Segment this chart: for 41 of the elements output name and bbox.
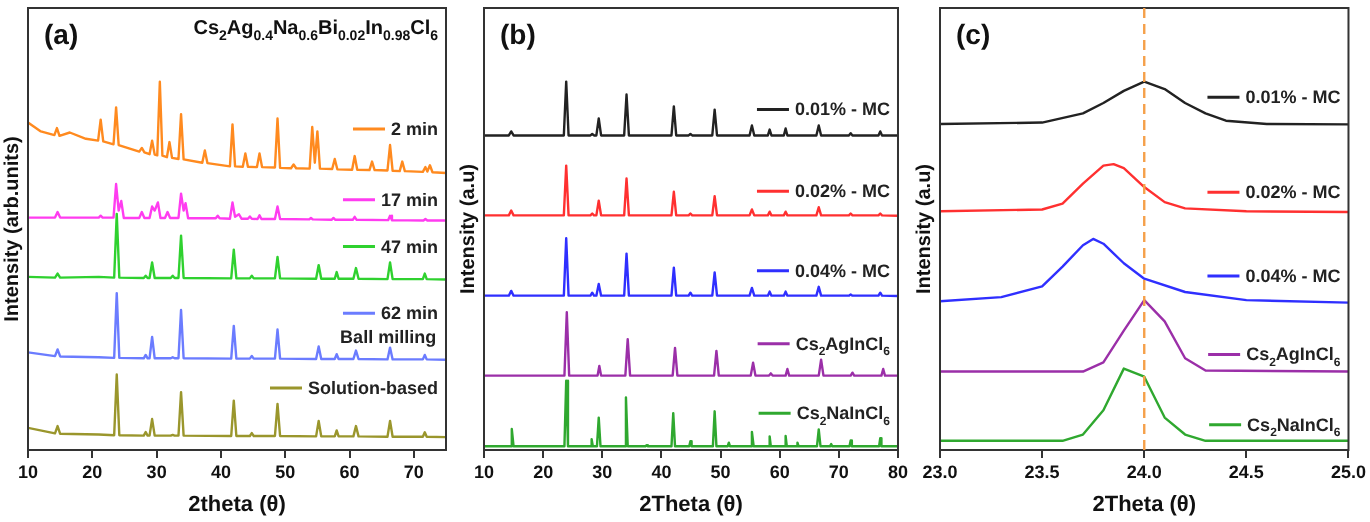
annotation: Ball milling [340, 327, 437, 348]
x-tick-label: 23.5 [1024, 461, 1060, 482]
x-tick-label: 70 [828, 461, 849, 482]
legend-label: 62 min [380, 303, 439, 324]
legend-label: 2 min [390, 119, 439, 140]
x-tick-label: 60 [339, 461, 360, 482]
x-tick-label: 30 [592, 461, 613, 482]
x-tick-label: 70 [403, 461, 424, 482]
legend-label: 0.04% - MC [1245, 265, 1342, 286]
legend-label: 0.01% - MC [1245, 87, 1342, 108]
x-tick-label: 24.5 [1228, 461, 1264, 482]
x-axis-title: 2theta (θ) [188, 492, 287, 517]
y-axis-title: Intensity (a.u) [913, 163, 936, 295]
x-tick-label: 20 [82, 461, 103, 482]
x-axis-title: 2Theta (θ) [639, 492, 744, 517]
legend-label: 47 min [380, 236, 439, 257]
chart-title: (c) [956, 18, 991, 50]
y-axis-title: Intensity (a.u) [457, 163, 480, 295]
legend-label: 0.02% - MC [794, 181, 891, 202]
x-axis-title: 2Theta (θ) [1092, 492, 1197, 517]
x-tick-label: 24.0 [1126, 461, 1162, 482]
x-tick-label: 80 [887, 461, 908, 482]
x-tick-label: 10 [473, 461, 495, 482]
x-tick-label: 50 [275, 461, 296, 482]
y-axis-title: Intensity (arb.units) [1, 136, 24, 322]
legend-label: 0.04% - MC [794, 260, 891, 281]
x-tick-label: 10 [17, 461, 39, 482]
legend-label: 0.01% - MC [794, 99, 891, 120]
x-tick-label: 23.0 [922, 461, 958, 482]
legend-label: 0.02% - MC [1245, 182, 1342, 203]
x-tick-label: 50 [710, 461, 731, 482]
chart-title: (a) [44, 18, 79, 50]
chart-title: (b) [500, 18, 536, 50]
legend-label: 17 min [380, 189, 439, 210]
x-tick-label: 20 [533, 461, 554, 482]
x-tick-label: 30 [146, 461, 167, 482]
x-tick-label: 40 [651, 461, 672, 482]
x-tick-label: 40 [210, 461, 231, 482]
legend-label: Solution-based [308, 377, 438, 398]
x-tick-label: 60 [769, 461, 790, 482]
x-tick-label: 25.0 [1330, 461, 1367, 482]
